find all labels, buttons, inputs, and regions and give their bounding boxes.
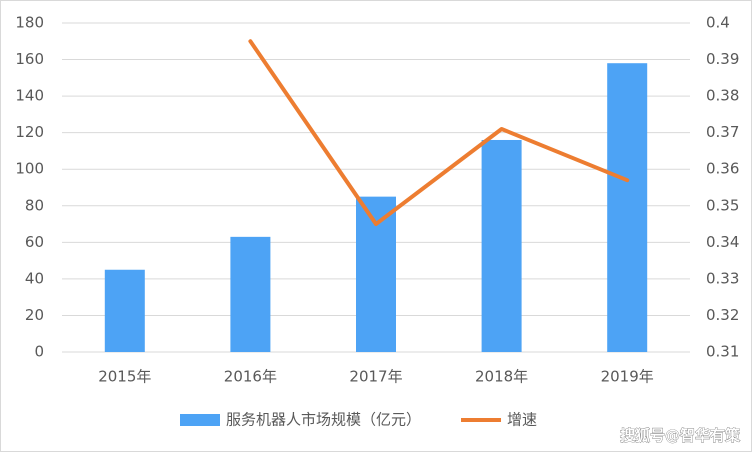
legend-label: 增速 [507,411,537,429]
y2-tick-label: 0.31 [706,343,739,361]
y2-tick-label: 0.32 [706,306,739,324]
y2-tick-label: 0.39 [706,50,739,68]
y-tick-label: 180 [15,14,44,32]
y-tick-label: 60 [25,233,44,251]
y-tick-label: 120 [15,123,44,141]
y2-tick-label: 0.4 [706,14,730,32]
bar [104,269,145,352]
bar [356,196,396,352]
bar [481,139,522,352]
x-tick-label: 2019年 [601,368,654,386]
x-tick-label: 2015年 [98,368,151,386]
legend-label: 服务机器人市场规模（亿元） [226,411,421,429]
y2-tick-label: 0.35 [706,196,739,214]
y-tick-label: 160 [15,50,44,68]
y-tick-label: 20 [25,306,44,324]
bar [607,63,648,352]
y-tick-label: 80 [25,196,44,214]
y2-tick-label: 0.34 [706,233,739,251]
x-tick-label: 2016年 [224,368,277,386]
y2-tick-label: 0.33 [706,269,739,287]
y-tick-label: 40 [25,269,44,287]
line [248,39,630,227]
legend-swatch [180,414,220,426]
y2-tick-label: 0.36 [706,160,739,178]
y-tick-label: 140 [15,87,44,105]
watermark: 搜狐号@智华有策 [620,427,741,445]
y-tick-label: 0 [34,343,44,361]
y-tick-label: 100 [15,160,44,178]
y2-tick-label: 0.38 [706,87,739,105]
x-tick-label: 2017年 [349,368,402,386]
bar [230,236,271,352]
y2-tick-label: 0.37 [706,123,739,141]
x-tick-label: 2018年 [475,368,528,386]
